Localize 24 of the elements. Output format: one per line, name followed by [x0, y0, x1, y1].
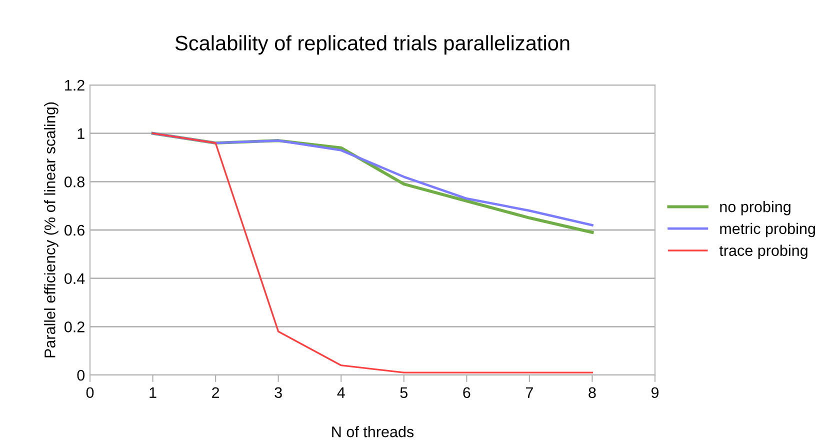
x-tick-label: 2	[212, 387, 220, 398]
legend-label: trace probing	[719, 244, 808, 259]
x-tick-label: 5	[400, 387, 408, 398]
y-tick-label: 0.8	[64, 176, 84, 188]
legend-label: metric probing	[720, 222, 815, 238]
y-tick-label: 0.6	[64, 224, 84, 236]
x-tick-label: 1	[150, 387, 156, 398]
x-tick-label: 8	[588, 387, 596, 398]
x-tick-label: 3	[274, 387, 282, 398]
x-tick-label: 9	[651, 387, 659, 398]
x-axis-title: N of threads	[332, 426, 414, 438]
x-tick-label: 7	[526, 387, 533, 398]
line-series	[152, 132, 594, 374]
y-tick-label: 1	[78, 128, 84, 139]
y-tick-label: 1.2	[65, 80, 84, 91]
x-tick-label: 6	[463, 387, 470, 398]
legend-label: no probing	[720, 201, 790, 216]
y-tick-label: 0.4	[64, 273, 85, 284]
y-tick-label: 0	[77, 370, 85, 381]
y-tick-label: 0.2	[64, 322, 84, 332]
y-axis-title: Parallel efficiency (% of linear scaling)	[44, 102, 58, 358]
x-tick-label: 0	[86, 387, 94, 398]
x-tick-label: 4	[337, 387, 345, 398]
chart-title: Scalability of replicated trials parallelization	[175, 35, 570, 55]
